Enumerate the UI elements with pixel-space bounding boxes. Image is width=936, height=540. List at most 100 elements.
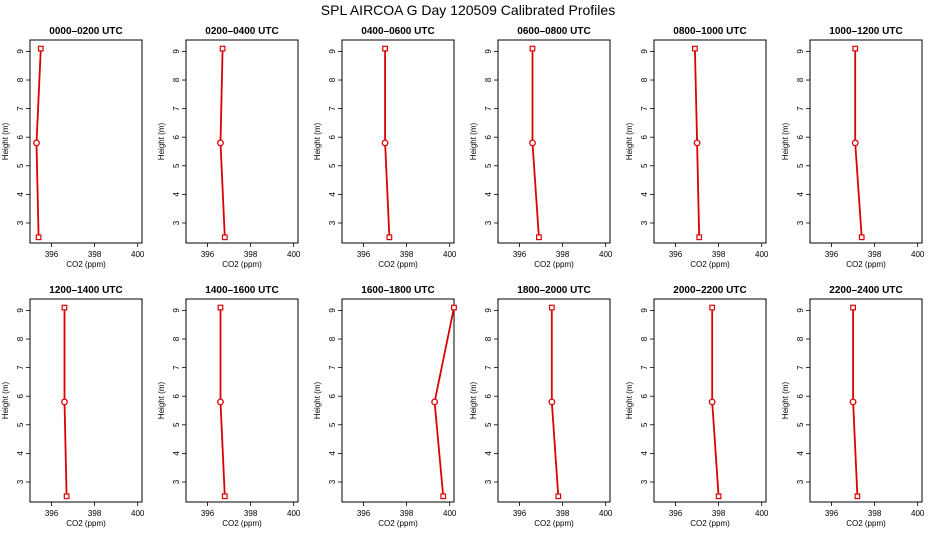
x-tick-label: 400 — [131, 250, 145, 259]
x-axis-label: CO2 (ppm) — [534, 519, 574, 528]
data-point — [536, 234, 542, 241]
y-tick-label: 7 — [484, 106, 493, 111]
x-tick-label: 396 — [513, 509, 527, 518]
y-tick-label: 4 — [796, 192, 805, 197]
x-tick-label: 396 — [201, 250, 215, 259]
y-tick-label: 4 — [172, 451, 181, 456]
y-tick-label: 7 — [16, 106, 25, 111]
y-tick-label: 9 — [16, 49, 25, 54]
y-tick-label: 6 — [172, 393, 181, 398]
x-axis-label: CO2 (ppm) — [222, 260, 262, 269]
y-axis-label: Height (m) — [157, 122, 166, 160]
plot-frame — [185, 298, 299, 503]
plot-frame — [653, 298, 767, 503]
y-tick-label: 3 — [796, 479, 805, 484]
y-tick-label: 3 — [640, 220, 649, 225]
panel-title: 0400–0600 UTC — [361, 26, 434, 37]
x-tick-label: 396 — [825, 509, 839, 518]
y-tick-label: 6 — [328, 134, 337, 139]
y-tick-label: 6 — [796, 393, 805, 398]
data-point — [217, 139, 224, 147]
panel-9: 1600–1800 UTC 396 398 400 CO2 (ppm) 3 4 5 6 7 8 9 He… — [313, 285, 457, 528]
y-tick-label: 5 — [796, 163, 805, 168]
y-tick-label: 9 — [796, 308, 805, 313]
panel-1: 0000–0200 UTC 396 398 400 CO2 (ppm) 3 4 5 6 7 8 9 He… — [1, 26, 145, 269]
panel-title: 0800–1000 UTC — [673, 26, 746, 37]
x-tick-label: 398 — [868, 250, 882, 259]
x-tick-label: 396 — [45, 509, 59, 518]
data-point — [386, 234, 393, 241]
y-tick-label: 6 — [172, 134, 181, 139]
y-tick-label: 8 — [172, 77, 181, 82]
x-tick-label: 398 — [556, 509, 570, 518]
x-tick-label: 396 — [357, 250, 371, 259]
panel-5: 0800–1000 UTC 396 398 400 CO2 (ppm) 3 4 5 6 7 8 9 He… — [625, 26, 769, 269]
y-tick-label: 7 — [796, 365, 805, 370]
data-point — [529, 139, 536, 147]
panel-title: 1800–2000 UTC — [517, 285, 590, 296]
y-tick-label: 8 — [16, 336, 25, 341]
y-tick-label: 8 — [640, 336, 649, 341]
x-tick-label: 400 — [443, 509, 457, 518]
data-point — [381, 139, 389, 147]
x-tick-label: 400 — [911, 509, 925, 518]
x-tick-label: 396 — [669, 250, 683, 259]
data-point — [693, 139, 701, 147]
data-point — [219, 45, 226, 52]
panel-title: 0000–0200 UTC — [49, 26, 122, 37]
x-axis-label: CO2 (ppm) — [690, 519, 730, 528]
x-tick-label: 396 — [825, 250, 839, 259]
y-tick-label: 9 — [484, 308, 493, 313]
data-point — [708, 398, 716, 406]
data-point — [221, 234, 228, 241]
y-axis-label: Height (m) — [469, 122, 478, 160]
y-axis-label: Height (m) — [313, 381, 322, 419]
x-axis-label: CO2 (ppm) — [846, 519, 886, 528]
x-tick-label: 398 — [712, 509, 726, 518]
y-tick-label: 6 — [484, 393, 493, 398]
y-tick-label: 6 — [640, 393, 649, 398]
y-tick-label: 8 — [484, 336, 493, 341]
x-tick-label: 398 — [88, 509, 102, 518]
x-tick-label: 400 — [287, 250, 301, 259]
y-tick-label: 8 — [328, 77, 337, 82]
data-point — [692, 45, 698, 52]
y-tick-label: 9 — [172, 49, 181, 54]
panel-8: 1400–1600 UTC 396 398 400 CO2 (ppm) 3 4 5 6 7 8 9 He… — [157, 285, 301, 528]
data-point — [555, 493, 562, 500]
plot-frame — [341, 298, 455, 503]
plot-frame — [29, 298, 143, 503]
y-tick-label: 4 — [328, 192, 337, 197]
y-tick-label: 5 — [16, 163, 25, 168]
y-tick-label: 9 — [328, 308, 337, 313]
plot-frame — [185, 39, 299, 244]
y-tick-label: 4 — [484, 192, 493, 197]
y-tick-label: 6 — [796, 134, 805, 139]
data-point — [217, 398, 224, 406]
data-point — [221, 493, 228, 500]
data-point — [440, 493, 447, 500]
data-point — [431, 398, 439, 406]
data-point — [63, 493, 70, 500]
y-tick-label: 8 — [640, 77, 649, 82]
data-point — [858, 234, 865, 241]
x-tick-label: 398 — [556, 250, 570, 259]
panel-12: 2200–2400 UTC 396 398 400 CO2 (ppm) 3 4 5 6 7 8 9 He… — [781, 285, 925, 528]
y-tick-label: 5 — [796, 422, 805, 427]
y-tick-label: 4 — [328, 451, 337, 456]
x-tick-label: 400 — [755, 509, 769, 518]
y-tick-label: 3 — [16, 220, 25, 225]
panel-title: 1200–1400 UTC — [49, 285, 122, 296]
y-tick-label: 8 — [796, 77, 805, 82]
panel-11: 2000–2200 UTC 396 398 400 CO2 (ppm) 3 4 5 6 7 8 9 He… — [625, 285, 769, 528]
y-axis-label: Height (m) — [781, 381, 790, 419]
data-point — [715, 493, 722, 500]
y-tick-label: 9 — [484, 49, 493, 54]
y-tick-label: 3 — [484, 220, 493, 225]
y-axis-label: Height (m) — [157, 381, 166, 419]
y-tick-label: 7 — [172, 106, 181, 111]
data-point — [709, 304, 716, 311]
figure-title: SPL AIRCOA G Day 120509 Calibrated Profi… — [320, 2, 616, 18]
y-tick-label: 3 — [16, 479, 25, 484]
